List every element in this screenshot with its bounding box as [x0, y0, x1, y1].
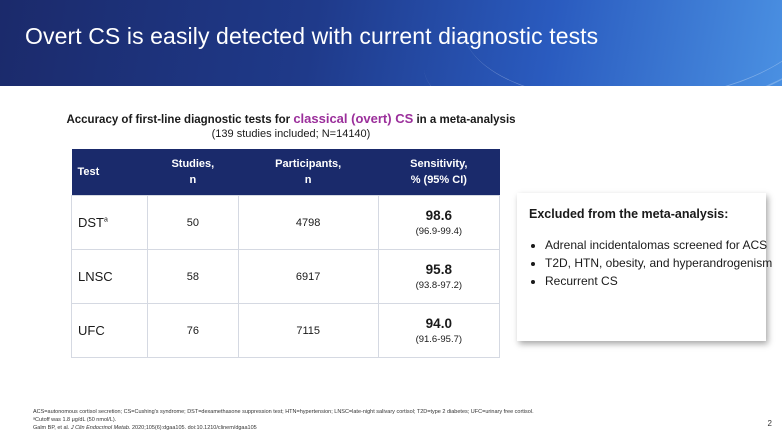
table-row: UFC 76 7115 94.0 (91.6-95.7) — [71, 303, 501, 358]
studies-cell: 76 — [147, 303, 239, 358]
sensitivity-value: 98.6 — [425, 208, 452, 223]
callout-heading: Excluded from the meta-analysis: — [529, 207, 729, 221]
exclusion-item: Adrenal incidentalomas screened for ACS — [545, 237, 773, 253]
page-number: 2 — [767, 419, 772, 428]
sensitivity-cell: 95.8 (93.8-97.2) — [377, 249, 501, 304]
header-test: Test — [71, 149, 148, 196]
table-row: DSTa 50 4798 98.6 (96.9-99.4) — [71, 195, 501, 250]
citation-authors: Galm BP, et al. — [33, 425, 71, 431]
confidence-interval: (96.9-99.4) — [415, 226, 463, 237]
exclusion-item: T2D, HTN, obesity, and hyperandrogenism — [545, 255, 773, 271]
test-name-cell: LNSC — [71, 249, 148, 304]
header-participants: Participants, n — [238, 149, 379, 196]
header-sensitivity-line1: Sensitivity, — [410, 158, 468, 170]
table-subtitle: (139 studies included; N=14140) — [211, 128, 371, 140]
sensitivity-value: 94.0 — [425, 316, 452, 331]
table-title: Accuracy of first-line diagnostic tests … — [0, 111, 582, 126]
test-name: UFC — [78, 323, 105, 338]
confidence-interval: (91.6-95.7) — [415, 334, 463, 345]
diagnostic-accuracy-table: Test Studies, n Participants, n Sensitivit… — [71, 149, 501, 358]
table-header-row: Test Studies, n Participants, n Sensitivit… — [71, 149, 500, 196]
citation-footnote: Galm BP, et al. J Clin Endocrinol Metab.… — [33, 425, 257, 431]
abbreviations-footnote: ACS=autonomous cortisol secretion; CS=Cu… — [33, 409, 534, 415]
header-sensitivity-line2: % (95% CI) — [410, 174, 467, 186]
table-row: LNSC 58 6917 95.8 (93.8-97.2) — [71, 249, 501, 304]
table-title-suffix: in a meta-analysis — [413, 114, 516, 126]
header-participants-line2: n — [304, 174, 312, 186]
footnote-marker: a — [104, 216, 108, 224]
cutoff-footnote: ᵃCutoff was 1.8 μg/dL (50 nmol/L). — [33, 417, 117, 423]
citation-details: . 2020;105(6):dgaa105. doi:10.1210/cline… — [128, 425, 257, 431]
table-title-prefix: Accuracy of first-line diagnostic tests … — [66, 114, 294, 126]
header-studies: Studies, n — [147, 149, 239, 196]
participants-cell: 6917 — [237, 249, 379, 304]
header-participants-line1: Participants, — [275, 158, 342, 170]
header-studies-line1: Studies, — [171, 158, 215, 170]
exclusion-list: Adrenal incidentalomas screened for ACS … — [529, 237, 773, 291]
header-studies-line2: n — [189, 174, 197, 186]
header-sensitivity: Sensitivity, % (95% CI) — [378, 149, 500, 196]
title-banner: Overt CS is easily detected with current… — [0, 0, 782, 86]
test-name-cell: DSTa — [71, 195, 148, 250]
sensitivity-value: 95.8 — [425, 262, 452, 277]
confidence-interval: (93.8-97.2) — [415, 280, 463, 291]
participants-cell: 7115 — [237, 303, 379, 358]
citation-journal: J Clin Endocrinol Metab — [70, 425, 129, 431]
slide-title: Overt CS is easily detected with current… — [25, 23, 599, 49]
exclusion-item: Recurrent CS — [545, 273, 773, 289]
test-name-cell: UFC — [71, 303, 148, 358]
sensitivity-cell: 94.0 (91.6-95.7) — [377, 303, 501, 358]
table-title-highlight: classical (overt) CS — [293, 111, 414, 126]
participants-cell: 4798 — [237, 195, 379, 250]
test-name: DST — [78, 215, 104, 230]
studies-cell: 58 — [147, 249, 239, 304]
sensitivity-cell: 98.6 (96.9-99.4) — [377, 195, 501, 250]
test-name: LNSC — [78, 269, 113, 284]
studies-cell: 50 — [147, 195, 239, 250]
exclusion-callout-box: Excluded from the meta-analysis: Adrenal… — [517, 193, 772, 341]
